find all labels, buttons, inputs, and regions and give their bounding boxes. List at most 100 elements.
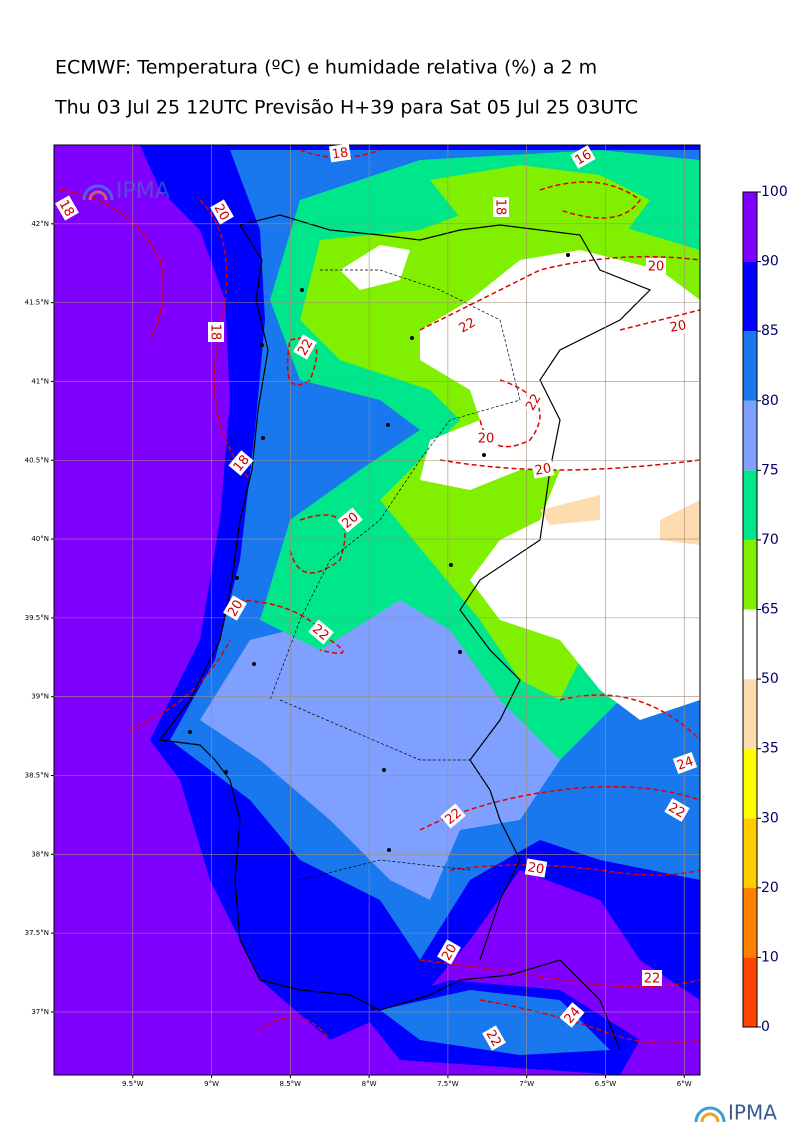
colorbar-box	[743, 261, 757, 332]
grid	[54, 145, 700, 1075]
logo-text: IPMA	[116, 179, 170, 204]
colorbar-label: 30	[761, 810, 779, 826]
contour-label: 16	[570, 145, 596, 169]
contour-label-text: 18	[56, 198, 77, 220]
logo-top: IPMA	[82, 179, 170, 204]
x-tick-label: 9.5°W	[122, 1080, 144, 1088]
colorbar-box	[743, 331, 757, 401]
contour-label: 22	[293, 334, 317, 360]
y-tick-label: 41°N	[31, 377, 49, 385]
colorbar-box	[743, 539, 757, 610]
colorbar-box	[743, 679, 757, 749]
colorbar-label: 85	[761, 323, 779, 339]
contour-label-box	[308, 619, 334, 645]
title: ECMWF: Temperatura (ºC) e humidade relat…	[55, 57, 597, 79]
y-tick-label: 40.5°N	[25, 456, 49, 464]
cities	[188, 253, 570, 1010]
colorbar-label: 90	[761, 254, 779, 270]
contour-label-text: 20	[648, 260, 665, 275]
colorbar-label: 50	[761, 671, 779, 687]
x-tick-label: 8°W	[362, 1080, 377, 1088]
y-tick-label: 39°N	[31, 693, 49, 701]
contour-label-box	[228, 450, 254, 476]
contour-label: 20	[646, 258, 666, 275]
colorbar-label: 80	[761, 393, 779, 409]
colorbar-label: 10	[761, 949, 779, 965]
contour-label: 18	[493, 197, 509, 217]
contour-label-text: 20	[211, 202, 232, 224]
colorbar-box	[743, 400, 757, 471]
x-tick-label: 6.5°W	[595, 1080, 617, 1088]
contour-label: 20	[476, 430, 496, 447]
contour-label-box	[337, 507, 363, 533]
contour-label-box	[493, 197, 509, 217]
colorbar-box	[743, 470, 757, 540]
contour-label: 18	[55, 195, 79, 221]
contour-label: 22	[521, 389, 545, 415]
contour-label-text: 22	[483, 1028, 504, 1050]
colorbar-label: 75	[761, 462, 779, 478]
contour-label-text: 22	[644, 972, 661, 987]
contour-label: 20	[210, 199, 234, 225]
x-tick-label: 8.5°W	[280, 1080, 302, 1088]
contour-label: 20	[666, 316, 690, 336]
contour-label-box	[524, 858, 548, 878]
y-tick-label: 40°N	[31, 535, 49, 543]
colorbar-box	[743, 818, 757, 888]
map-fields	[54, 145, 700, 1075]
contour-label-text: 20	[669, 318, 688, 336]
colorbar-label: 100	[761, 184, 788, 200]
colorbar-box	[743, 887, 757, 958]
contour-label-box	[208, 322, 224, 342]
contour-label-text: 22	[295, 337, 316, 359]
contour-label-text: 22	[457, 315, 479, 336]
contour-label-box	[531, 459, 555, 479]
contour-label-box	[293, 334, 317, 360]
contour-label-text: 20	[526, 860, 545, 878]
y-tick-label: 37°N	[31, 1008, 49, 1016]
contour-label-text: 18	[331, 145, 349, 162]
colorbar-label: 70	[761, 532, 779, 548]
contour-label-text: 22	[666, 800, 688, 821]
contour-label: 20	[437, 939, 461, 965]
contour-label-box	[642, 970, 662, 986]
contour-label-box	[437, 939, 461, 965]
y-tick-label: 39.5°N	[25, 614, 49, 622]
contour-label-text: 22	[523, 392, 544, 414]
contour-label: 18	[328, 143, 352, 163]
y-tick-label: 38°N	[31, 850, 49, 858]
contour-label-text: 18	[493, 199, 508, 216]
contour-label-box	[521, 389, 545, 415]
contour-label: 22	[454, 313, 480, 337]
logo-bottom: IPMA	[694, 1101, 777, 1125]
contour-label-box	[664, 798, 690, 822]
contour-label-box	[223, 595, 247, 621]
contour-label-box	[440, 803, 466, 829]
contour-label-text: 18	[208, 324, 223, 341]
subtitle: Thu 03 Jul 25 12UTC Previsão H+39 para S…	[54, 97, 638, 119]
colorbar-label: 20	[761, 880, 779, 896]
contour-label-text: 20	[478, 432, 495, 447]
contour-label-box	[55, 195, 79, 221]
map-frame	[53, 144, 701, 1076]
contour-label-box	[666, 316, 690, 336]
colorbar-box	[743, 609, 757, 680]
contour-label: 20	[223, 595, 247, 621]
contour-label: 22	[664, 798, 690, 822]
x-tick-label: 6°W	[677, 1080, 692, 1088]
y-tick-label: 42°N	[31, 220, 49, 228]
contour-label-text: 20	[439, 942, 460, 964]
colorbar-box	[743, 192, 757, 262]
colorbar-label: 0	[761, 1019, 770, 1035]
y-tick-label: 37.5°N	[25, 929, 49, 937]
contour-label-text: 20	[225, 598, 246, 620]
contour-label: 20	[531, 459, 555, 479]
x-tick-label: 7°W	[519, 1080, 534, 1088]
contour-label-text: 20	[534, 461, 553, 479]
x-tick-label: 7.5°W	[437, 1080, 459, 1088]
colorbar-box	[743, 957, 757, 1027]
y-tick-label: 38.5°N	[25, 772, 49, 780]
contour-label: 24	[672, 752, 698, 774]
colorbar-label: 65	[761, 602, 779, 618]
contour-label-box	[570, 145, 596, 169]
